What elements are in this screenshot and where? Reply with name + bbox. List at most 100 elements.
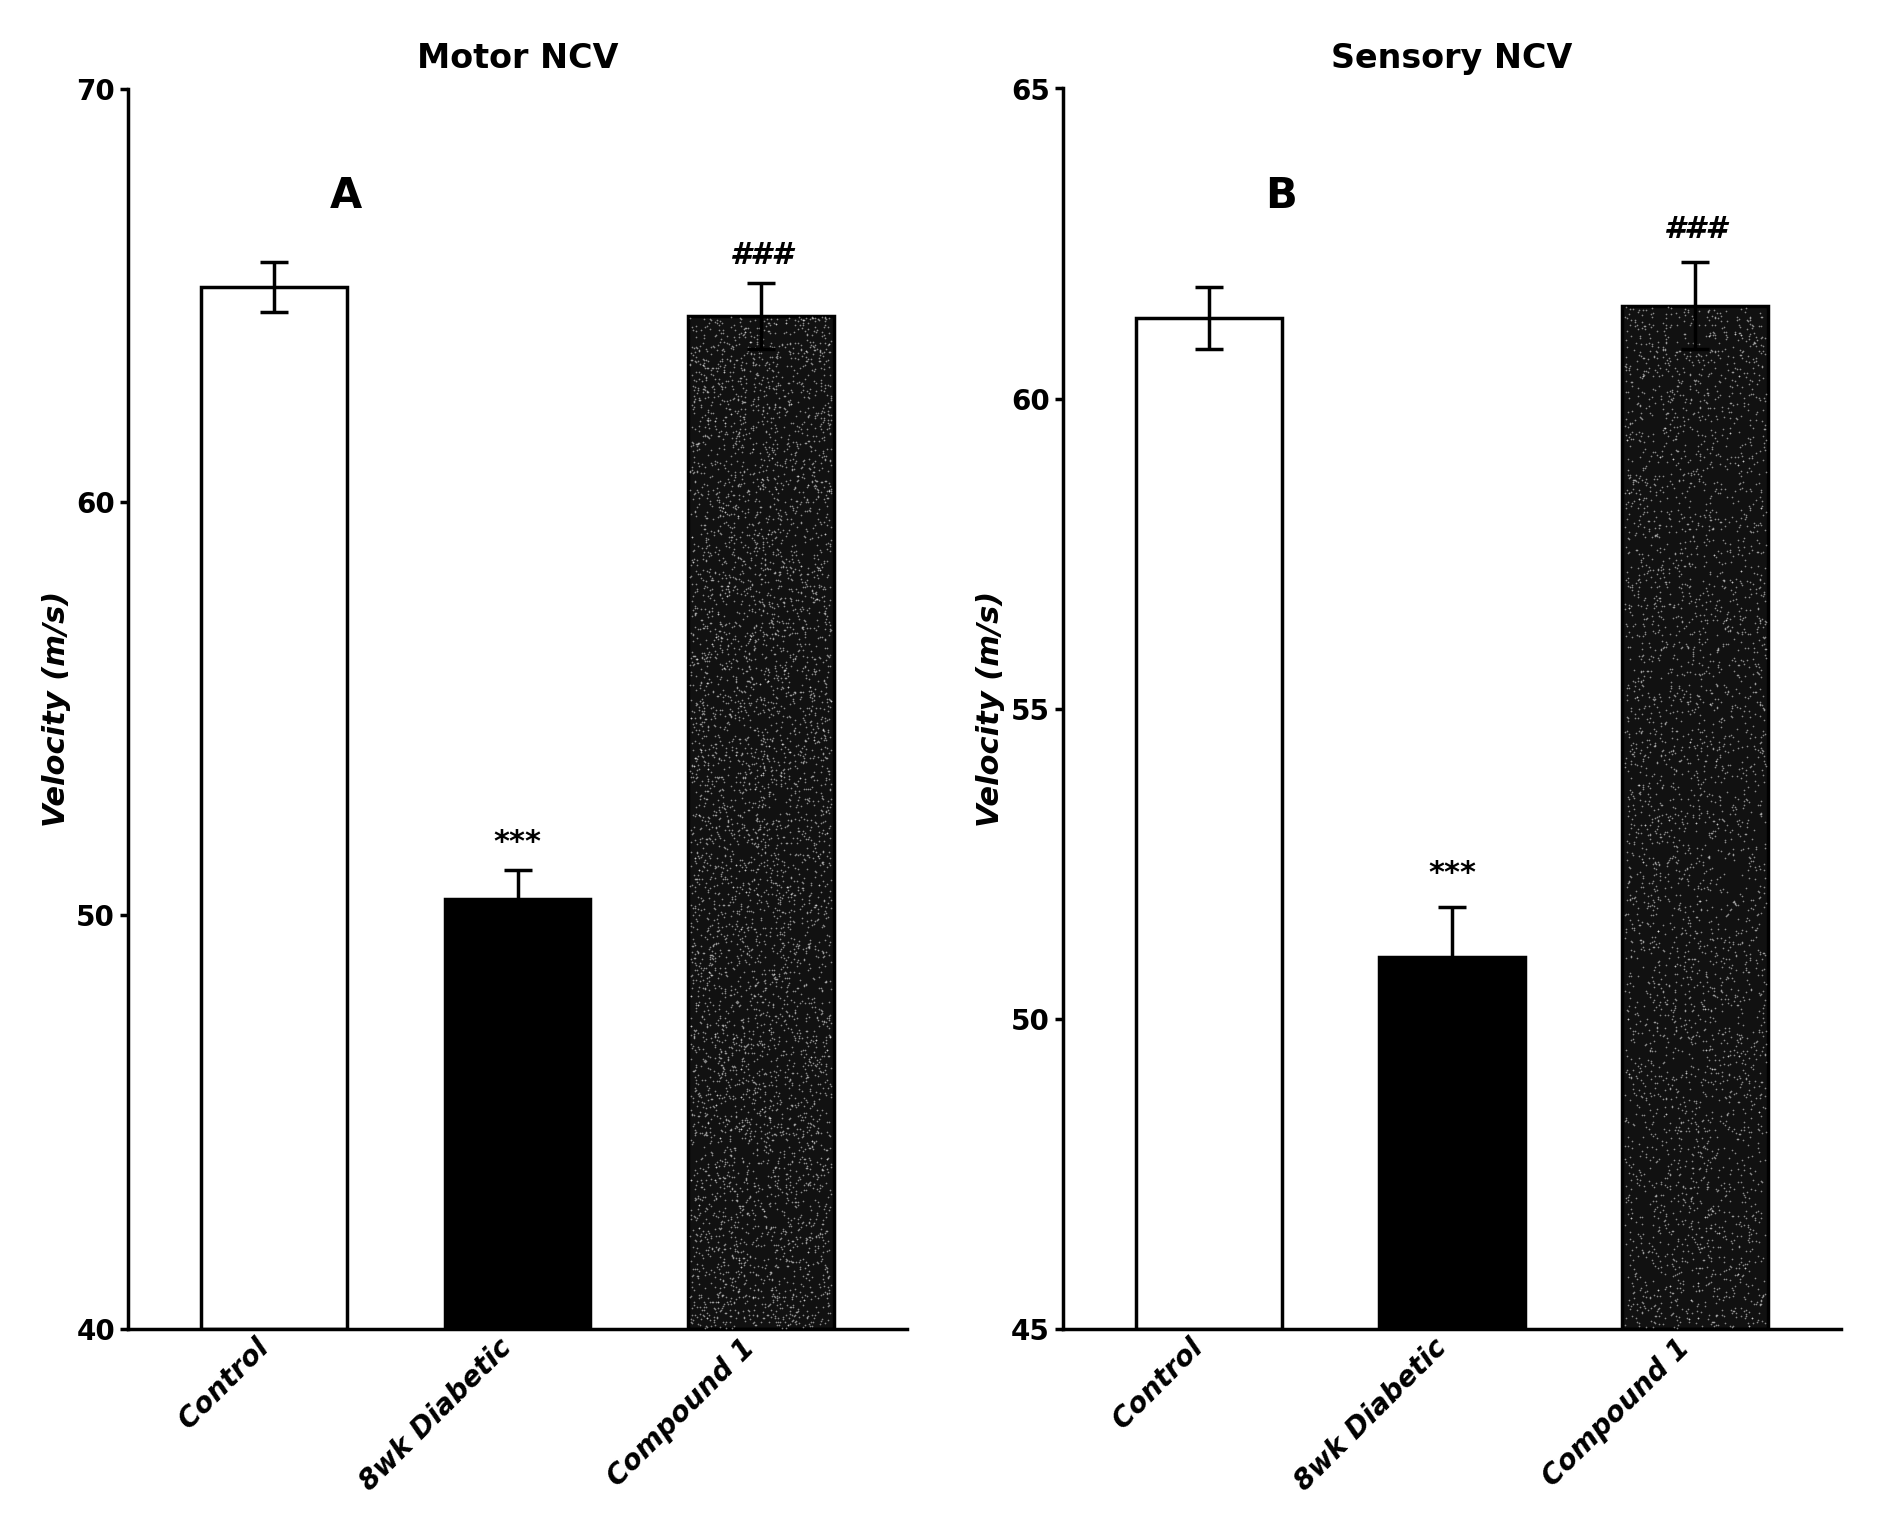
Point [768, 955, 798, 980]
Point [1726, 506, 1756, 531]
Point [757, 691, 787, 715]
Point [1639, 523, 1669, 548]
Point [749, 961, 779, 986]
Point [736, 329, 766, 354]
Point [1698, 1146, 1728, 1170]
Point [1630, 455, 1660, 480]
Point [796, 1264, 826, 1289]
Point [774, 1206, 804, 1230]
Point [809, 887, 839, 912]
Point [745, 377, 775, 401]
Point [764, 395, 794, 420]
Point [755, 875, 785, 900]
Point [1615, 600, 1645, 624]
Point [1713, 841, 1743, 866]
Point [1628, 930, 1658, 955]
Point [728, 1037, 758, 1061]
Point [740, 974, 770, 998]
Point [710, 1040, 740, 1064]
Point [781, 1158, 811, 1183]
Point [710, 454, 740, 478]
Point [760, 420, 790, 444]
Point [1651, 514, 1681, 538]
Point [811, 1147, 841, 1172]
Point [1635, 1067, 1666, 1092]
Point [676, 429, 706, 454]
Point [1658, 357, 1688, 381]
Point [1715, 732, 1745, 757]
Point [1669, 998, 1699, 1023]
Point [749, 986, 779, 1010]
Point [1658, 646, 1688, 671]
Point [1743, 577, 1773, 601]
Point [702, 1204, 732, 1229]
Point [1686, 1277, 1716, 1301]
Point [1696, 423, 1726, 448]
Point [678, 652, 708, 677]
Point [1696, 820, 1726, 844]
Text: ***: *** [1427, 860, 1475, 889]
Point [1716, 368, 1746, 392]
Point [734, 461, 764, 486]
Point [693, 880, 723, 904]
Point [711, 612, 742, 637]
Point [1709, 514, 1739, 538]
Point [1639, 734, 1669, 758]
Point [1637, 440, 1667, 464]
Point [789, 947, 819, 972]
Point [681, 1264, 711, 1289]
Point [751, 1184, 781, 1209]
Point [789, 384, 819, 409]
Point [1643, 524, 1673, 549]
Point [1634, 937, 1664, 961]
Point [1748, 987, 1778, 1012]
Point [1703, 737, 1733, 761]
Point [809, 372, 839, 397]
Point [1613, 574, 1643, 598]
Point [805, 1217, 836, 1241]
Point [792, 1154, 822, 1178]
Point [804, 1152, 834, 1177]
Point [766, 975, 796, 1000]
Point [766, 332, 796, 357]
Point [696, 943, 726, 967]
Point [691, 1197, 721, 1221]
Point [717, 1158, 747, 1183]
Point [723, 923, 753, 947]
Point [721, 528, 751, 552]
Point [1647, 480, 1677, 504]
Point [1635, 443, 1666, 468]
Point [1709, 1020, 1739, 1044]
Point [760, 1170, 790, 1195]
Point [766, 772, 796, 797]
Point [1690, 611, 1720, 635]
Point [732, 752, 762, 777]
Point [1698, 1310, 1728, 1335]
Point [1624, 1055, 1654, 1080]
Point [785, 712, 815, 737]
Point [1677, 900, 1707, 924]
Point [783, 463, 813, 488]
Point [676, 1047, 706, 1072]
Point [1730, 295, 1760, 320]
Point [678, 348, 708, 372]
Point [1666, 1098, 1696, 1123]
Point [721, 674, 751, 698]
Point [1609, 1213, 1639, 1238]
Point [1613, 994, 1643, 1018]
Point [775, 898, 805, 923]
Point [704, 612, 734, 637]
Point [764, 1024, 794, 1049]
Point [805, 706, 836, 731]
Point [1709, 609, 1739, 634]
Point [732, 478, 762, 503]
Point [1688, 754, 1718, 778]
Point [800, 864, 830, 889]
Point [789, 1086, 819, 1110]
Point [774, 338, 804, 363]
Point [708, 1293, 738, 1318]
Point [749, 880, 779, 904]
Point [698, 334, 728, 358]
Point [1658, 787, 1688, 812]
Point [772, 371, 802, 395]
